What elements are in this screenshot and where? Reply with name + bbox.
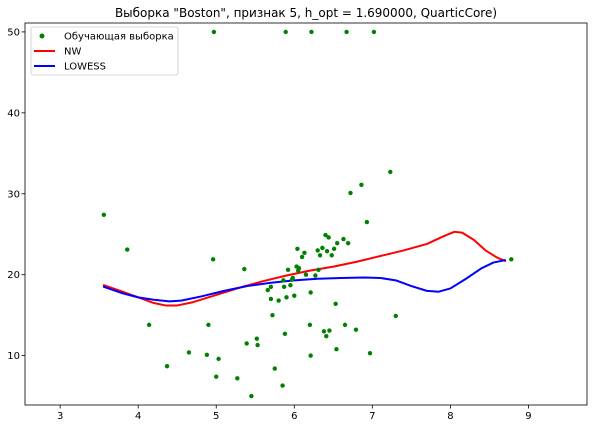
- points-layer: [101, 29, 514, 399]
- data-point: [308, 290, 313, 295]
- data-point: [317, 253, 323, 258]
- legend-label-training: Обучающая выборка: [64, 32, 174, 43]
- data-point: [324, 249, 330, 254]
- data-point: [335, 240, 340, 246]
- data-point: [359, 182, 364, 188]
- data-point: [321, 329, 327, 334]
- x-tick-label: 8: [447, 411, 453, 422]
- data-point: [288, 283, 293, 288]
- y-axis: 10 20 30 40 50: [7, 27, 25, 362]
- data-point: [265, 287, 270, 293]
- y-tick-label: 40: [7, 108, 20, 119]
- legend-marker-training: [39, 33, 45, 39]
- data-point: [285, 267, 291, 273]
- data-point: [295, 246, 300, 251]
- data-point: [272, 366, 277, 371]
- data-point: [206, 322, 211, 328]
- lines-layer: [102, 230, 507, 307]
- data-point: [276, 298, 281, 303]
- x-tick-label: 6: [291, 411, 297, 422]
- legend: Обучающая выборка NW LOWESS: [30, 26, 179, 76]
- data-point: [268, 284, 274, 290]
- data-point: [334, 346, 339, 352]
- data-point: [268, 296, 274, 302]
- data-point: [315, 248, 320, 253]
- data-point: [341, 236, 346, 242]
- data-point: [249, 393, 254, 399]
- data-point: [345, 240, 351, 246]
- data-point: [331, 246, 337, 251]
- data-point: [204, 352, 210, 358]
- data-point: [210, 257, 216, 262]
- data-point: [303, 272, 309, 277]
- data-point: [309, 29, 314, 35]
- data-point: [324, 334, 329, 339]
- data-point: [214, 374, 219, 379]
- data-point: [242, 266, 247, 272]
- x-tick-label: 3: [57, 411, 63, 422]
- data-point: [348, 190, 353, 196]
- series-line-lowess: [102, 259, 507, 303]
- data-point: [290, 275, 295, 281]
- data-point: [308, 353, 313, 358]
- legend-label-lowess: LOWESS: [64, 62, 106, 73]
- legend-box: [30, 26, 179, 76]
- data-point: [342, 322, 348, 328]
- data-point: [270, 312, 275, 318]
- data-point: [296, 266, 302, 271]
- x-tick-label: 5: [213, 411, 219, 422]
- data-point: [313, 273, 318, 278]
- data-point: [164, 363, 170, 369]
- x-axis: 3 4 5 6 7 8 9: [57, 405, 532, 422]
- data-point: [364, 219, 370, 225]
- data-point: [329, 253, 334, 258]
- data-point: [244, 341, 249, 346]
- data-point: [255, 342, 260, 348]
- data-point: [101, 212, 107, 218]
- plot-frame: [24, 22, 588, 406]
- data-point: [316, 267, 321, 273]
- data-point: [344, 29, 349, 35]
- data-point: [282, 331, 288, 336]
- data-point: [509, 257, 514, 262]
- y-tick-label: 10: [7, 351, 20, 362]
- data-point: [235, 376, 240, 381]
- data-point: [323, 232, 328, 238]
- data-point: [320, 245, 325, 251]
- data-point: [280, 383, 285, 388]
- data-point: [353, 327, 359, 332]
- x-tick-label: 4: [135, 411, 141, 422]
- data-point: [299, 254, 305, 260]
- data-point: [393, 313, 398, 319]
- data-point: [211, 29, 217, 35]
- data-point: [388, 169, 393, 175]
- data-point: [302, 250, 307, 256]
- data-point: [281, 284, 287, 290]
- data-point: [284, 295, 289, 300]
- y-tick-label: 20: [7, 270, 20, 281]
- data-point: [186, 350, 192, 355]
- data-point: [326, 235, 331, 240]
- y-tick-label: 50: [7, 27, 20, 38]
- data-point: [292, 293, 297, 298]
- data-point: [333, 301, 338, 307]
- data-point: [281, 278, 286, 283]
- data-point: [307, 322, 313, 328]
- data-point: [254, 336, 260, 341]
- data-point: [216, 356, 221, 362]
- x-tick-label: 7: [369, 411, 375, 422]
- data-point: [371, 29, 377, 35]
- legend-label-nw: NW: [64, 47, 81, 58]
- data-point: [327, 328, 332, 333]
- data-point: [283, 29, 288, 35]
- y-tick-label: 30: [7, 189, 20, 200]
- data-point: [125, 247, 130, 252]
- data-point: [146, 322, 152, 328]
- data-point: [367, 351, 373, 356]
- x-tick-label: 9: [525, 411, 531, 422]
- chart-title: Выборка "Boston", признак 5, h_opt = 1.6…: [115, 6, 497, 20]
- series-line-nw: [102, 230, 507, 307]
